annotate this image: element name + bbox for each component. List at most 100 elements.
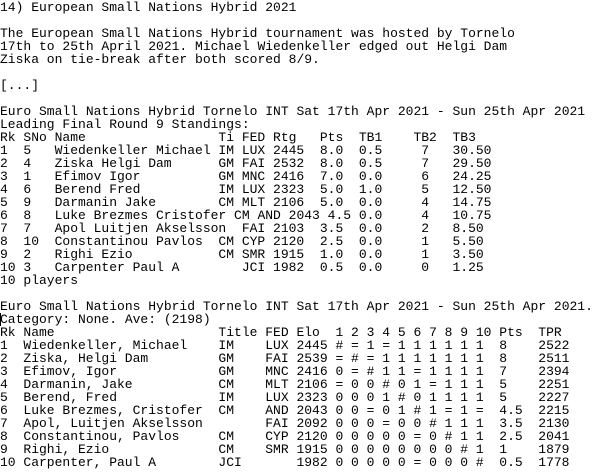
cell: Luke Brezmes, Cristofer: [23, 403, 203, 418]
cell: 2043: [288, 208, 320, 223]
cell: 7: [0, 221, 8, 236]
cell: 7.0: [319, 169, 344, 184]
cell: 5: [0, 195, 8, 210]
table-row: 6 8 Luke Brezmes Cristofer CM AND 2043 4.5 0.0 4…: [0, 209, 610, 222]
cell: Rk: [0, 130, 16, 145]
cell: 0.0: [358, 208, 383, 223]
cell: TB3: [452, 130, 476, 145]
cell: Ziska, Helgi Dam: [23, 351, 149, 366]
cell: # = 1 = 1 1 1 1 1 1: [335, 338, 484, 353]
table-row: 2 4 Ziska Helgi Dam GM FAI 2532 8.0 0.5 7 29.50: [0, 157, 610, 170]
cell: 10: [0, 260, 16, 275]
cell: 7: [421, 143, 430, 158]
cell: 5.50: [452, 234, 484, 249]
blank-line: [0, 66, 610, 79]
cell: 1: [0, 338, 8, 353]
cell: GM: [218, 364, 235, 379]
cell: SMR: [265, 442, 289, 457]
cell: 2522: [538, 338, 570, 353]
cell: FAI: [241, 156, 266, 171]
cell: JCI: [218, 455, 242, 470]
cell: 6: [421, 169, 430, 184]
cell: 0.5: [358, 156, 383, 171]
cell: CM: [218, 377, 235, 392]
cell: 6: [0, 403, 8, 418]
cell: 0.0: [358, 169, 383, 184]
table-row: 2 Ziska, Helgi Dam GM FAI 2539 = # = 1 1 1 1 …: [0, 352, 610, 365]
heading: 14) European Small Nations Hybrid 2021: [0, 0, 297, 15]
cell: 0: [421, 260, 430, 275]
cell: 2251: [538, 377, 570, 392]
table-footer: 10 players: [0, 273, 79, 288]
cell: 2: [0, 156, 8, 171]
cell: Apol, Luitjen Akselsson: [23, 416, 203, 431]
cell: Righi, Ezio: [23, 442, 110, 457]
cell: Name: [23, 325, 55, 340]
cell: 1915: [273, 247, 305, 262]
cell: 5: [0, 390, 8, 405]
cell: 3: [0, 169, 8, 184]
cell: 8: [0, 234, 8, 249]
cell: AND: [257, 208, 281, 223]
cell: 8: [499, 351, 508, 366]
cell: 12.50: [452, 182, 492, 197]
cell: 7: [499, 364, 508, 379]
cell: GM: [218, 156, 235, 171]
cell: Constantinou, Pavlos: [23, 429, 180, 444]
cell: 8: [499, 338, 508, 353]
cell: CM: [218, 234, 235, 249]
table-header: Rk Name Title FED Elo 1 2 3 4 5 6 7 8 9 10 Pts…: [0, 326, 610, 339]
cell: 2106: [273, 195, 305, 210]
cell: FED: [241, 130, 266, 145]
cell: CM: [234, 208, 250, 223]
cell: 6: [23, 182, 32, 197]
cell: Elo: [296, 325, 320, 340]
cell: 3: [0, 364, 8, 379]
cell: 4: [23, 156, 32, 171]
table-row: 4 6 Berend Fred IM LUX 2323 5.0 1.0 5 12.50: [0, 183, 610, 196]
cell: Righi Ezio: [54, 247, 133, 262]
cell: 24.25: [452, 169, 492, 184]
cell: 2416: [296, 364, 328, 379]
cell: 7: [421, 156, 430, 171]
cell: 0.0: [358, 247, 383, 262]
table-row: 1 Wiedenkeller, Michael IM LUX 2445 # = 1 = 1…: [0, 339, 610, 352]
cell: IM: [218, 143, 235, 158]
cell: FED: [265, 325, 289, 340]
cell: = 0 0 # 0 1 = 1 1 1: [335, 377, 484, 392]
cell: 1915: [296, 442, 328, 457]
cell: 1982: [296, 455, 328, 470]
cell: 2445: [296, 338, 328, 353]
cell: 6: [0, 208, 8, 223]
cell: 8: [23, 208, 32, 223]
section-subtitle: Category: None. Ave: (2198): [0, 312, 211, 327]
cell: 1879: [538, 442, 570, 457]
cell: 2323: [273, 182, 305, 197]
cell: 14.75: [452, 195, 492, 210]
cell: 0 0 0 = 0 0 # 1 1 1: [335, 416, 484, 431]
table-row: 5 Berend, Fred IM LUX 2323 0 0 0 1 # 0 1 1 1 …: [0, 391, 610, 404]
table-row: 6 Luke Brezmes, Cristofer CM AND 2043 0 0 = 0…: [0, 404, 610, 417]
cell: FAI: [265, 351, 289, 366]
cell: IM: [218, 338, 235, 353]
cell: Wiedenkeller Michael: [54, 143, 211, 158]
cell: 1: [0, 143, 8, 158]
cell: 0.0: [358, 221, 383, 236]
cell: 5: [23, 143, 32, 158]
cell: CM: [218, 195, 235, 210]
cell: 2092: [296, 416, 328, 431]
cell: GM: [218, 351, 235, 366]
cell: 2539: [296, 351, 328, 366]
cell: Carpenter, Paul A: [23, 455, 157, 470]
cell: 4: [421, 195, 430, 210]
cell: 2: [0, 351, 8, 366]
cell: 2130: [538, 416, 570, 431]
cell: CYP: [265, 429, 289, 444]
cell: 0.0: [358, 195, 383, 210]
cell: 4: [421, 208, 430, 223]
cell: FAI: [241, 221, 266, 236]
cell: 5: [421, 182, 430, 197]
cell: 0.0: [358, 260, 383, 275]
paragraph-line: 17th to 25th April 2021. Michael Wiedenk…: [0, 39, 508, 54]
